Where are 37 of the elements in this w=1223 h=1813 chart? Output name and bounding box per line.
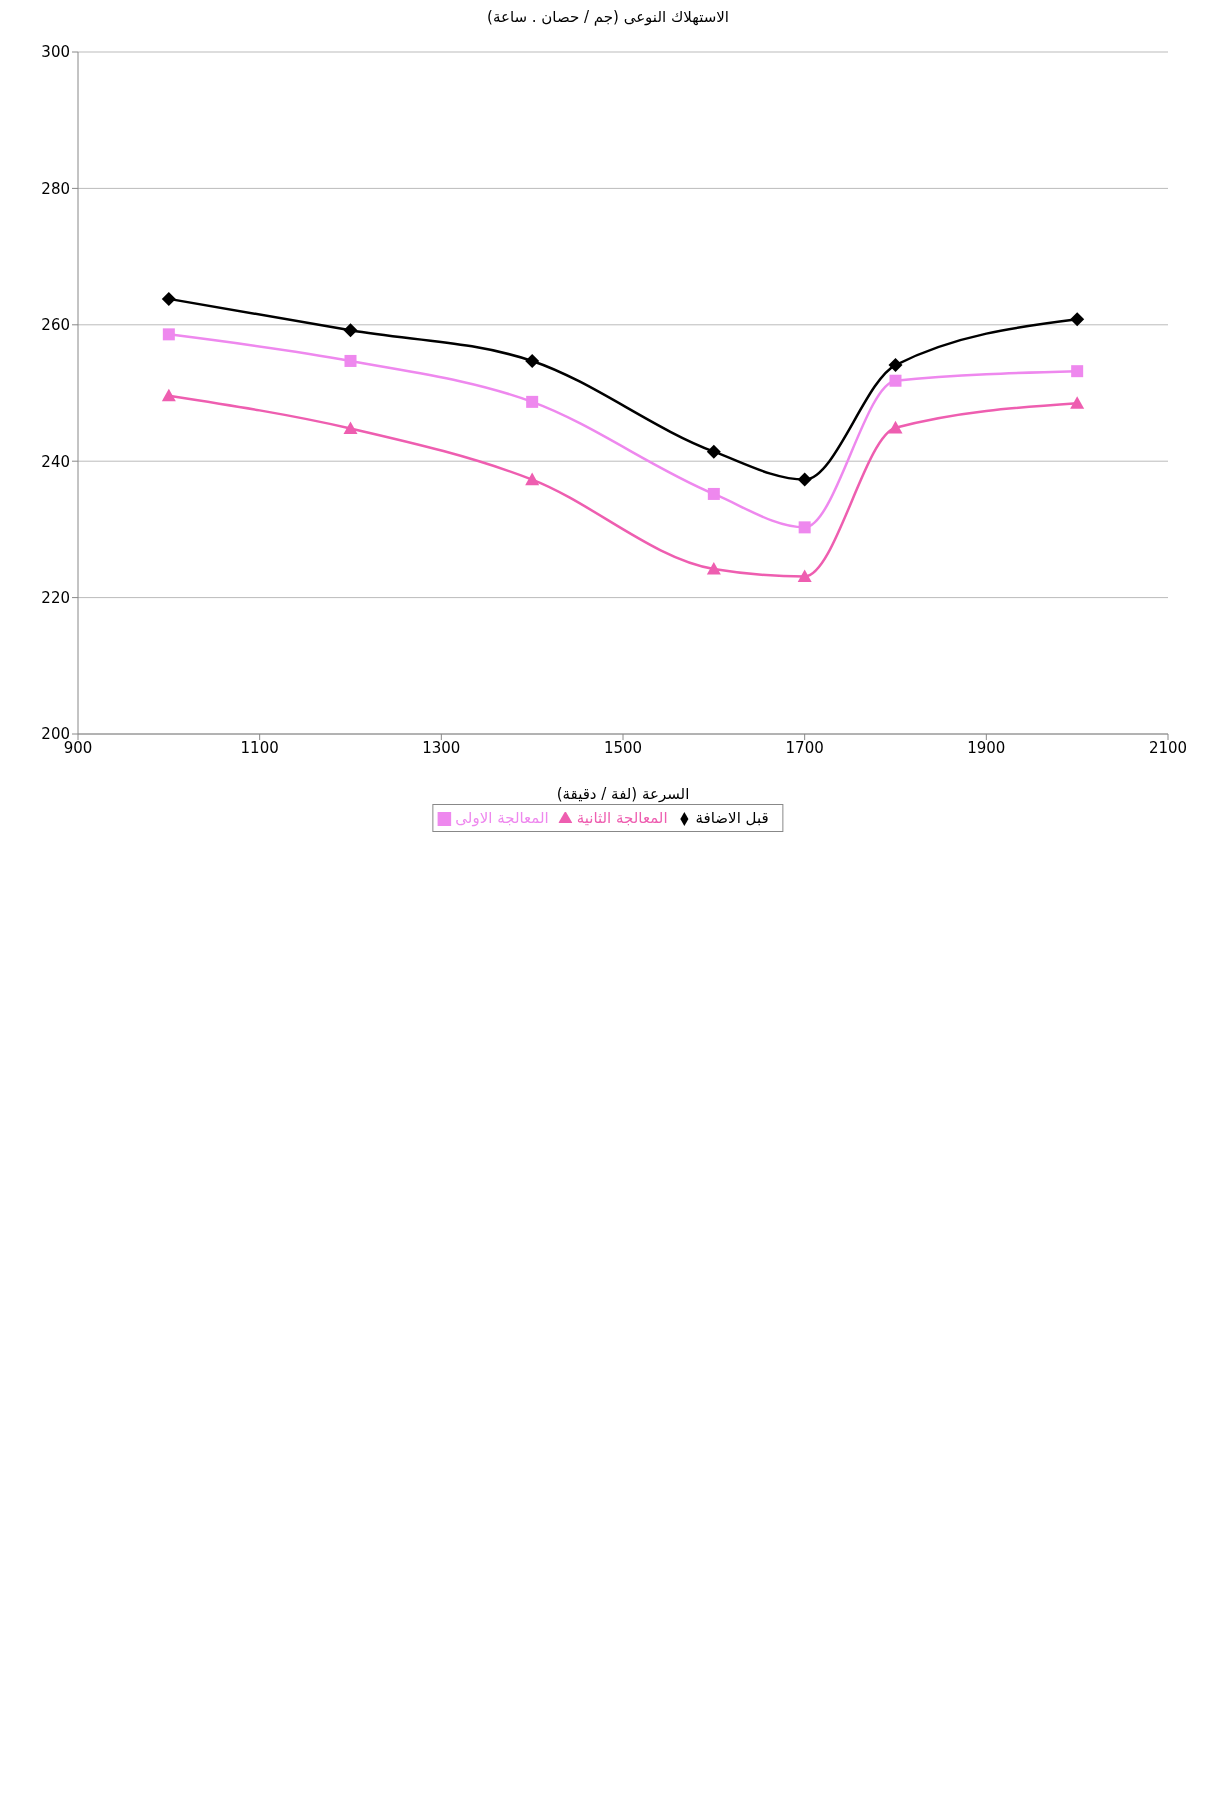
point xyxy=(161,388,176,402)
point xyxy=(525,472,540,486)
point xyxy=(888,420,903,434)
x-axis-title: السرعة (لفة / دقيقة) xyxy=(556,785,690,803)
x-tick-label: 1300 xyxy=(422,738,461,757)
point xyxy=(1070,312,1085,327)
point xyxy=(162,328,175,341)
point xyxy=(1071,365,1084,378)
point xyxy=(797,472,812,487)
point xyxy=(1070,396,1085,409)
y-axis-title: الاستهلاك النوعى (جم / حصان . ساعة) xyxy=(486,8,730,26)
x-tick-label: 1500 xyxy=(603,738,643,757)
point xyxy=(797,569,812,583)
point xyxy=(889,374,902,387)
x-tick-label: 1900 xyxy=(967,738,1006,757)
point xyxy=(798,521,811,534)
x-tick-label: 1100 xyxy=(240,738,279,757)
point xyxy=(707,487,720,500)
y-tick-label: 220 xyxy=(41,588,70,607)
point xyxy=(888,358,903,373)
point xyxy=(343,421,358,435)
point xyxy=(161,291,176,306)
y-tick-label: 280 xyxy=(41,179,70,198)
legend-label: المعالجة الاولى xyxy=(455,809,549,827)
x-tick-label: 1700 xyxy=(785,738,824,757)
y-tick-label: 240 xyxy=(41,452,70,471)
legend-label: قبل الاضافة xyxy=(695,809,769,827)
x-tick-label: 2100 xyxy=(1148,738,1188,757)
y-tick-label: 300 xyxy=(41,43,70,62)
point xyxy=(526,395,539,408)
y-tick-label: 260 xyxy=(41,316,70,335)
point xyxy=(344,354,357,367)
point xyxy=(525,353,540,368)
point xyxy=(706,561,721,575)
point xyxy=(343,323,358,338)
legend-label: المعالجة الثانية xyxy=(576,809,668,827)
point xyxy=(706,444,721,459)
